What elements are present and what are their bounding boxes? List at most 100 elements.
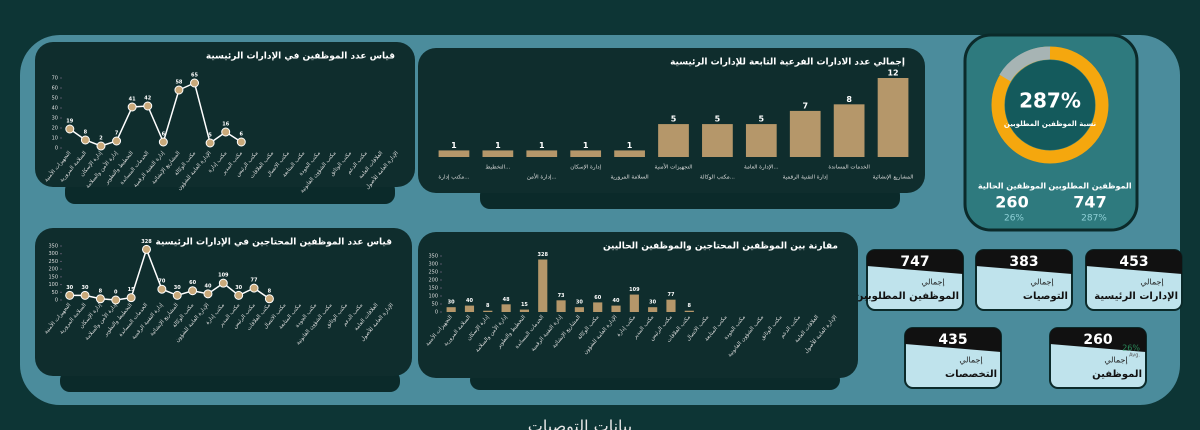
kpi-label: إجمالي: [1104, 356, 1127, 366]
bar: [438, 150, 470, 157]
kpi-value: 747: [900, 254, 929, 270]
gauge-rest: [999, 46, 1051, 82]
value-label: 109: [629, 287, 640, 293]
point: [203, 289, 213, 299]
bar: [446, 307, 456, 312]
kpi-label: إجمالي: [921, 278, 944, 288]
value-label: 30: [82, 285, 89, 291]
bar: [593, 302, 603, 312]
kpi-value: 435: [938, 332, 967, 348]
point: [174, 85, 184, 95]
kpi-pct: 26%: [1122, 344, 1140, 353]
x-tick-label: مكتب الوكالة...: [700, 174, 735, 181]
x-tick-label: السلامة المرورية: [610, 175, 649, 181]
chart-panel: [35, 42, 415, 187]
kpi-label: إجمالي: [959, 356, 982, 366]
y-tick-label: 100: [48, 282, 58, 288]
value-label: 70: [158, 279, 165, 285]
point: [126, 293, 136, 303]
point: [218, 278, 228, 288]
bar: [666, 299, 676, 312]
x-tick-label: إدارة التقنية الرقمية: [783, 175, 829, 181]
value-label: 15: [128, 287, 135, 293]
bar: [745, 124, 777, 157]
required-value: 747: [1073, 193, 1106, 212]
bar: [526, 150, 558, 157]
value-label: 30: [174, 285, 181, 291]
bar: [483, 310, 493, 312]
y-tick-label: 150: [48, 274, 58, 280]
value-label: 65: [191, 73, 198, 79]
value-label: 40: [613, 298, 620, 304]
value-label: 58: [175, 80, 182, 86]
x-tick-label: الإدارة العامة...: [744, 165, 779, 171]
y-tick-label: 50: [52, 290, 58, 296]
point: [65, 124, 75, 134]
y-tick-label: 300: [48, 251, 58, 257]
value-label: 5: [715, 115, 721, 124]
value-label: 8: [99, 288, 103, 294]
value-label: 60: [189, 280, 196, 286]
point: [234, 290, 244, 300]
chart-title: قياس عدد الموظفين المحتاجين في الإدارات …: [155, 238, 392, 248]
y-tick-label: 60: [52, 86, 58, 92]
kpi-header: [1086, 250, 1182, 274]
kpi-label: الإدارات الرئيسية: [1094, 291, 1178, 302]
y-tick-label: 10: [52, 136, 58, 142]
point: [221, 127, 231, 137]
value-label: 6: [240, 132, 244, 138]
bar: [574, 307, 584, 312]
value-label: 8: [268, 288, 272, 294]
value-label: 8: [486, 303, 490, 309]
y-tick-label: 40: [52, 106, 58, 112]
point: [80, 135, 90, 145]
kpi-value: 383: [1009, 254, 1038, 270]
kpi-label: إجمالي: [1140, 278, 1163, 288]
required-label: الموظفين المطلوبين: [1048, 182, 1132, 191]
y-tick-label: 200: [48, 267, 58, 273]
y-tick-label: 250: [48, 259, 58, 265]
current-label: الموظفين الحالية: [978, 182, 1047, 191]
point: [111, 295, 121, 305]
gauge-caption: نسبة الموظفين المطلوبين: [1004, 120, 1097, 128]
bar: [501, 304, 511, 312]
value-label: 1: [583, 141, 589, 150]
y-tick-label: 150: [428, 286, 438, 292]
point: [96, 141, 106, 151]
value-label: 30: [649, 300, 656, 306]
value-label: 0: [114, 290, 118, 296]
value-label: 5: [208, 133, 212, 139]
bar: [684, 310, 694, 312]
value-label: 30: [576, 300, 583, 306]
y-tick-label: 300: [428, 262, 438, 268]
point: [142, 244, 151, 254]
point: [158, 137, 168, 147]
y-tick-label: 0: [435, 310, 438, 316]
point: [236, 137, 246, 147]
y-tick-label: 0: [55, 298, 58, 304]
value-label: 73: [558, 293, 565, 299]
value-label: 60: [594, 295, 601, 301]
value-label: 7: [115, 131, 119, 137]
value-label: 1: [451, 141, 457, 150]
y-tick-label: 100: [428, 294, 438, 300]
value-label: 19: [66, 119, 73, 125]
kpi-header: [867, 250, 963, 274]
value-label: 15: [521, 302, 528, 308]
bar: [570, 150, 602, 157]
point: [264, 294, 274, 304]
y-tick-label: 50: [432, 302, 438, 308]
y-tick-label: 0: [55, 146, 58, 152]
value-label: 16: [222, 122, 229, 128]
point: [95, 294, 105, 304]
bar: [702, 124, 733, 157]
point: [172, 290, 182, 300]
value-label: 12: [887, 69, 898, 78]
y-tick-label: 20: [52, 126, 58, 132]
kpi-label: التخصصات: [945, 369, 997, 380]
value-label: 1: [495, 141, 501, 150]
current-value: 260: [995, 193, 1028, 212]
point: [80, 290, 90, 300]
